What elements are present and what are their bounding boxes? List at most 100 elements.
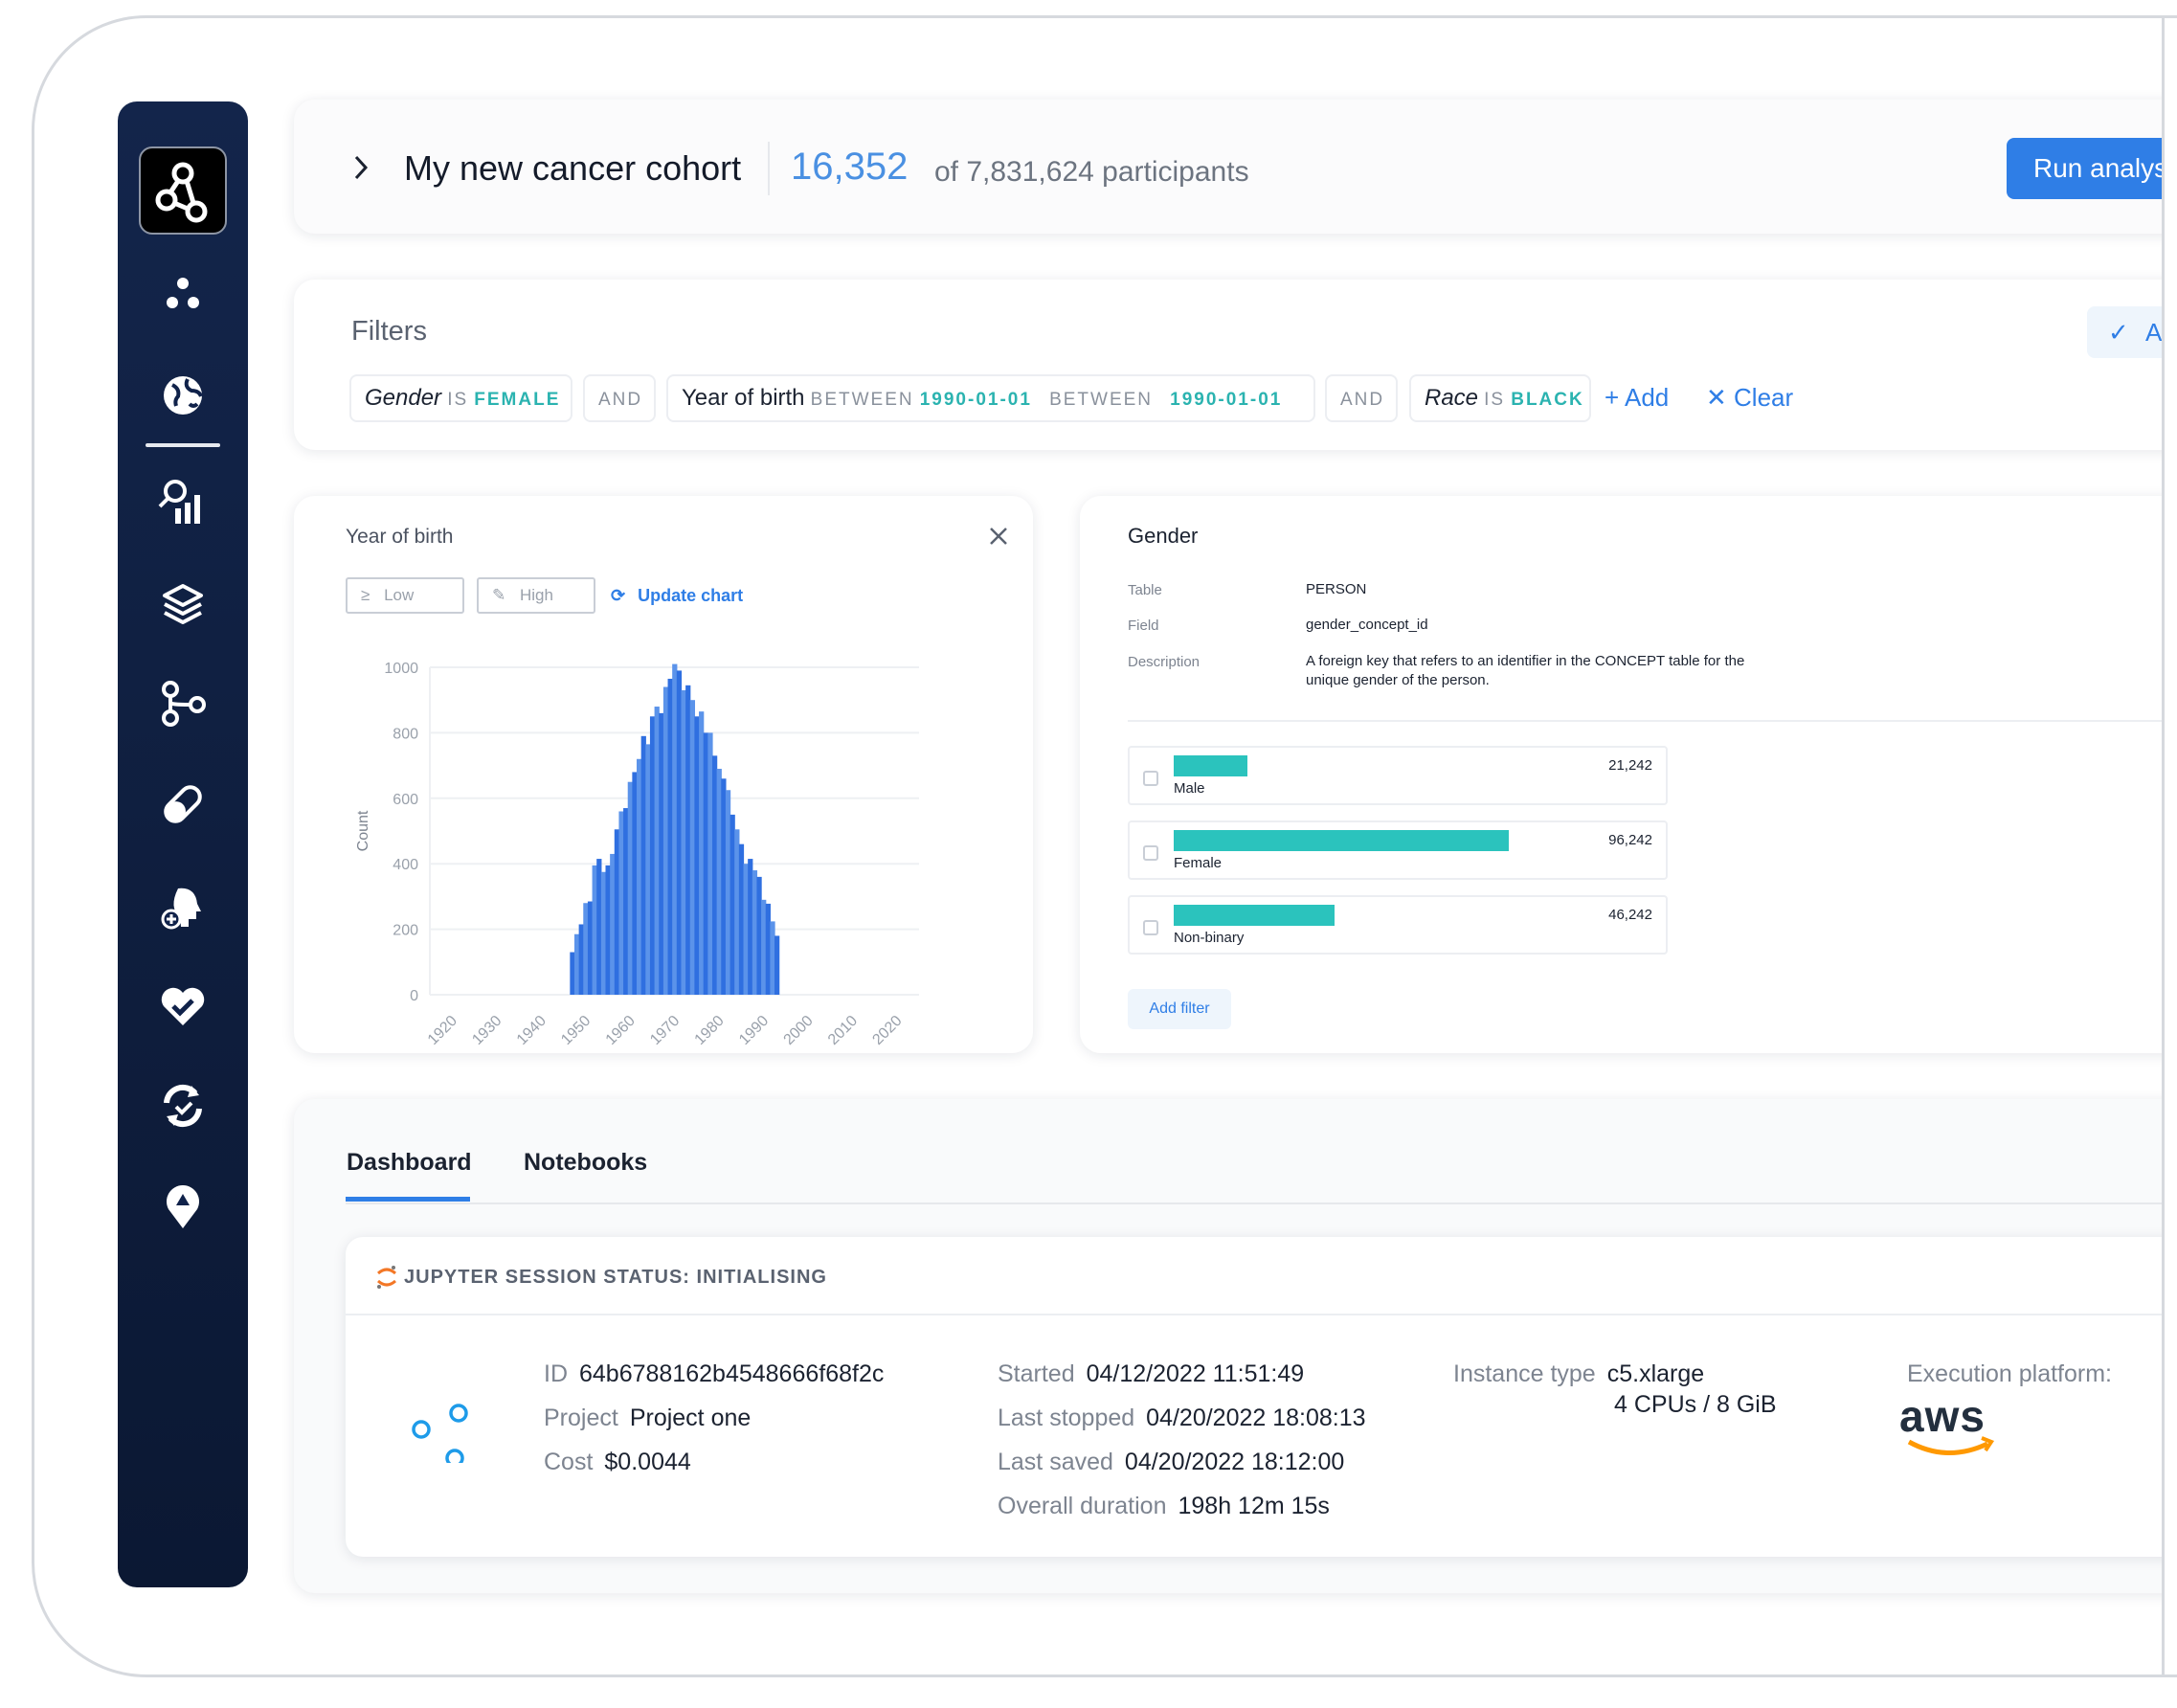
session-cost: Cost $0.0044 xyxy=(544,1449,691,1475)
sync-icon[interactable] xyxy=(149,1072,216,1139)
branch-icon[interactable] xyxy=(149,670,216,737)
y-tick-label: 800 xyxy=(393,726,418,742)
execution-platform: Execution platform: xyxy=(1907,1360,2112,1387)
tab-dashboard[interactable]: Dashboard xyxy=(347,1149,472,1176)
histogram-bar xyxy=(614,829,620,995)
histogram-bar xyxy=(645,744,651,995)
gender-row-female[interactable]: Female 96,242 xyxy=(1128,820,1668,880)
gender-title: Gender xyxy=(1128,524,1199,548)
loading-dots-icon xyxy=(412,1404,468,1463)
checkbox[interactable] xyxy=(1143,920,1158,935)
high-placeholder: High xyxy=(519,586,553,604)
histogram-bar xyxy=(600,871,607,995)
histogram-bar xyxy=(685,685,691,995)
app-logo[interactable] xyxy=(139,146,227,235)
analytics-search-icon[interactable] xyxy=(149,469,216,536)
chip-value: FEMALE xyxy=(474,390,561,410)
year-of-birth-chart: 0 200 400 600 800 1000 Count 1920 1930 1940 1950 19… xyxy=(355,661,919,1048)
chip-field: Race xyxy=(1425,385,1479,411)
histogram-bar xyxy=(703,732,708,995)
session-last-stopped: Last stopped 04/20/2022 18:08:13 xyxy=(998,1405,1366,1431)
chip-operator: IS xyxy=(447,390,469,410)
checkbox[interactable] xyxy=(1143,845,1158,861)
heart-check-icon[interactable] xyxy=(149,973,216,1040)
filter-conjunction[interactable]: AND xyxy=(583,374,656,422)
histogram-bar xyxy=(770,921,775,995)
y-tick-label: 1000 xyxy=(384,661,418,677)
refresh-icon: ⟳ xyxy=(611,586,626,605)
meta-key-table: Table xyxy=(1128,582,1162,598)
histogram-bar xyxy=(756,876,762,995)
histogram-bar xyxy=(623,808,629,995)
histogram-bar xyxy=(610,853,616,995)
meta-key-description: Description xyxy=(1128,654,1201,670)
histogram-bar xyxy=(676,670,683,995)
layers-icon[interactable] xyxy=(149,571,216,638)
histogram-bar xyxy=(743,864,749,995)
chip-field: Gender xyxy=(365,385,442,411)
conjunction-label: AND xyxy=(598,390,643,410)
x-tick-label: 1940 xyxy=(514,1013,550,1048)
meta-value-field: gender_concept_id xyxy=(1306,617,1428,633)
y-tick-label: 200 xyxy=(393,923,418,939)
location-pin-icon[interactable] xyxy=(149,1173,216,1240)
device-frame-edge xyxy=(2162,15,2165,1677)
cohort-header xyxy=(294,100,2162,234)
filter-chip-gender[interactable]: Gender IS FEMALE xyxy=(349,374,572,422)
cohort-title[interactable]: My new cancer cohort xyxy=(404,148,742,188)
close-icon: ✕ xyxy=(1706,383,1727,412)
tab-baseline xyxy=(346,1202,2162,1204)
dots-icon[interactable] xyxy=(149,260,216,327)
filter-chip-race[interactable]: Race IS BLACK xyxy=(1409,374,1591,422)
filters-title: Filters xyxy=(351,316,427,347)
update-chart-button[interactable]: ⟳ Update chart xyxy=(611,586,743,606)
histogram-bar xyxy=(570,952,575,995)
x-tick-label: 1970 xyxy=(647,1013,683,1048)
histogram-bar xyxy=(578,924,584,995)
low-placeholder: Low xyxy=(384,586,415,604)
low-input[interactable]: ≥ Low xyxy=(346,577,464,614)
filter-conjunction[interactable]: AND xyxy=(1325,374,1398,422)
jupyter-divider xyxy=(346,1314,2162,1315)
head-add-icon[interactable] xyxy=(149,873,216,940)
globe-icon[interactable] xyxy=(149,362,216,429)
clear-filters-link[interactable]: ✕ Clear xyxy=(1706,383,1793,413)
gender-bar xyxy=(1174,830,1509,851)
histogram-bar xyxy=(596,859,602,995)
histogram-bar xyxy=(587,901,594,995)
chip-operator-2: BETWEEN xyxy=(1049,390,1154,410)
histogram-bar xyxy=(721,778,727,995)
histogram-bar xyxy=(694,716,700,995)
gender-value: 46,242 xyxy=(1608,907,1652,923)
histogram-bar xyxy=(761,899,767,995)
histogram-bar xyxy=(699,711,705,995)
gender-row-non-binary[interactable]: Non-binary 46,242 xyxy=(1128,895,1668,955)
histogram-bar xyxy=(729,814,735,995)
apply-button[interactable]: ✓ A xyxy=(2087,306,2162,358)
x-tick-label: 1960 xyxy=(603,1013,639,1048)
histogram-bar xyxy=(637,758,642,995)
pencil-icon: ✎ xyxy=(492,586,506,604)
gender-row-male[interactable]: Male 21,242 xyxy=(1128,746,1668,805)
filter-chip-year-of-birth[interactable]: Year of birth BETWEEN 1990-01-01 BETWEEN… xyxy=(666,374,1315,422)
pill-icon[interactable] xyxy=(149,771,216,838)
gender-label: Female xyxy=(1174,855,1223,871)
run-analysis-button[interactable]: Run analys xyxy=(2007,138,2162,199)
histogram-bar xyxy=(573,933,580,995)
high-input[interactable]: ✎ High xyxy=(477,577,595,614)
histogram-bar xyxy=(716,769,722,995)
histogram-bar xyxy=(592,865,597,995)
histogram-bar xyxy=(765,903,771,995)
tab-notebooks[interactable]: Notebooks xyxy=(524,1149,648,1176)
add-filter-button[interactable]: Add filter xyxy=(1128,989,1231,1029)
add-filter-link[interactable]: + Add xyxy=(1605,383,1669,413)
meta-value-description: A foreign key that refers to an identifi… xyxy=(1306,653,1745,688)
chip-value: BLACK xyxy=(1511,390,1584,410)
gender-bar xyxy=(1174,905,1335,926)
chevron-right-icon[interactable] xyxy=(347,153,375,182)
close-icon[interactable] xyxy=(988,526,1009,547)
session-project: Project Project one xyxy=(544,1405,752,1431)
histogram-bar xyxy=(667,678,673,995)
jupyter-icon xyxy=(377,1266,396,1289)
checkbox[interactable] xyxy=(1143,771,1158,786)
